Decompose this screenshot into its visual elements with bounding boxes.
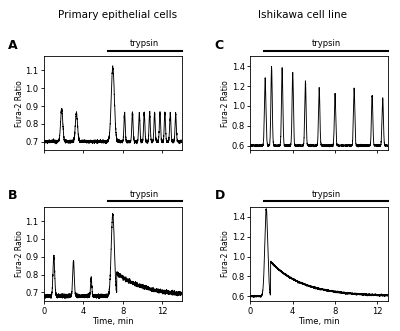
Y-axis label: Fura-2 Ratio: Fura-2 Ratio bbox=[221, 80, 230, 127]
Text: trypsin: trypsin bbox=[312, 190, 341, 199]
Y-axis label: Fura-2 Ratio: Fura-2 Ratio bbox=[15, 80, 24, 127]
Text: trypsin: trypsin bbox=[130, 190, 159, 199]
Y-axis label: Fura-2 Ratio: Fura-2 Ratio bbox=[15, 231, 24, 277]
Text: Ishikawa cell line: Ishikawa cell line bbox=[258, 10, 346, 20]
X-axis label: Time, min: Time, min bbox=[92, 317, 134, 326]
Text: trypsin: trypsin bbox=[312, 39, 341, 48]
Text: Primary epithelial cells: Primary epithelial cells bbox=[58, 10, 178, 20]
Text: B: B bbox=[8, 189, 18, 202]
Y-axis label: Fura-2 Ratio: Fura-2 Ratio bbox=[221, 231, 230, 277]
Text: A: A bbox=[8, 38, 18, 52]
Text: C: C bbox=[215, 38, 224, 52]
Text: trypsin: trypsin bbox=[130, 39, 159, 48]
X-axis label: Time, min: Time, min bbox=[298, 317, 340, 326]
Text: D: D bbox=[215, 189, 225, 202]
